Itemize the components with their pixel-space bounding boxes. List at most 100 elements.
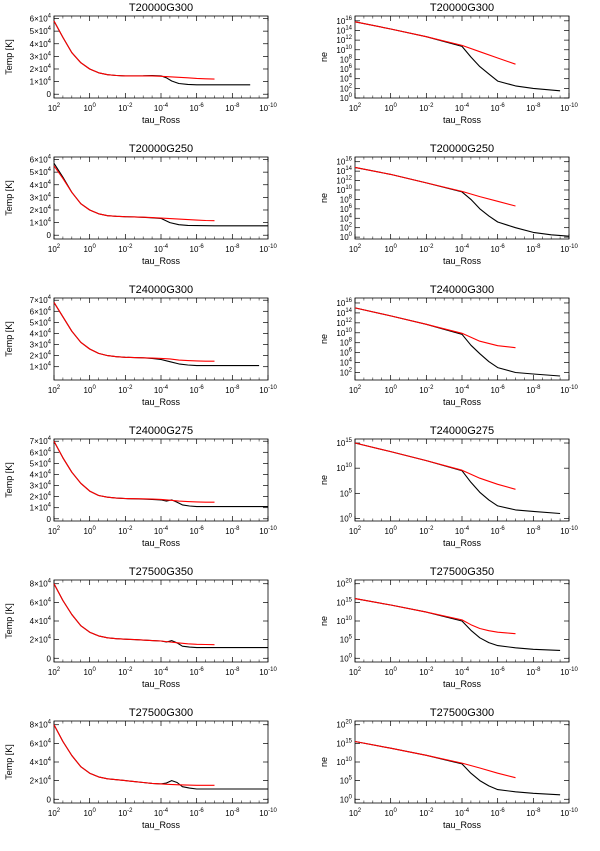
y-tick-label: 105 (340, 776, 353, 786)
y-tick-label: 102 (340, 83, 353, 93)
chart-panel: T27500G350 102 100 10-2 10-4 10-6 10-8 10-10 0 2×… (4, 566, 277, 689)
x-axis-label: tau_Ross (142, 115, 181, 125)
x-tick-label: 102 (48, 808, 61, 818)
plot-frame (354, 720, 570, 804)
chart-panel: T24000G300 102 100 10-2 10-4 10-6 10-8 10-10 102… (319, 284, 578, 407)
y-tick-label: 100 (340, 232, 353, 242)
x-tick-label: 10-4 (154, 385, 169, 395)
x-tick-label: 10-8 (526, 667, 541, 677)
series-line-red (53, 583, 215, 646)
y-tick-label: 3×104 (30, 481, 52, 491)
x-axis-label: tau_Ross (142, 538, 181, 548)
x-tick-label: 10-6 (491, 808, 506, 818)
series-line-black (53, 724, 268, 790)
y-tick-label: 0 (47, 515, 52, 524)
y-tick-label: 0 (47, 795, 52, 804)
x-tick-label: 100 (385, 808, 398, 818)
x-tick-label: 10-8 (225, 103, 240, 113)
series-line-black (354, 21, 561, 92)
x-tick-label: 102 (48, 103, 61, 113)
y-tick-label: 1020 (336, 720, 352, 730)
y-tick-label: 108 (340, 338, 353, 348)
x-tick-label: 10-6 (491, 385, 506, 395)
series-line-black (53, 302, 260, 367)
x-tick-label: 10-8 (225, 385, 240, 395)
x-tick-label: 10-6 (190, 244, 205, 254)
y-axis-label: ne (319, 475, 329, 485)
x-tick-label: 100 (385, 103, 398, 113)
y-tick-label: 1010 (336, 463, 352, 473)
x-tick-label: 10-6 (190, 103, 205, 113)
x-tick-label: 10-2 (118, 103, 133, 113)
x-tick-label: 10-8 (526, 808, 541, 818)
x-tick-label: 10-10 (560, 385, 578, 395)
chart-panel: T20000G250 102 100 10-2 10-4 10-6 10-8 10-10 0 1×… (4, 143, 277, 266)
y-tick-label: 3×104 (30, 51, 52, 61)
x-tick-label: 10-2 (118, 667, 133, 677)
x-tick-label: 10-8 (225, 526, 240, 536)
series-line-black (53, 163, 268, 227)
x-tick-label: 10-8 (526, 526, 541, 536)
y-tick-label: 106 (340, 204, 353, 214)
x-tick-label: 10-8 (225, 808, 240, 818)
y-tick-label: 1015 (336, 738, 352, 748)
y-tick-label: 104 (340, 74, 353, 84)
y-tick-label: 0 (47, 90, 52, 99)
y-tick-label: 100 (340, 653, 353, 663)
x-tick-label: 10-10 (259, 808, 277, 818)
y-tick-label: 6×104 (30, 14, 52, 24)
series-line-red (354, 166, 516, 207)
x-axis-label: tau_Ross (443, 115, 482, 125)
x-tick-label: 10-6 (190, 526, 205, 536)
y-tick-label: 1010 (336, 757, 352, 767)
y-axis-label: Temp [K] (4, 321, 14, 357)
series-line-black (354, 307, 561, 377)
series-line-red (53, 165, 215, 222)
x-tick-label: 10-2 (118, 526, 133, 536)
y-tick-label: 4×104 (30, 39, 52, 49)
y-tick-label: 104 (340, 213, 353, 223)
y-axis-label: Temp [K] (4, 39, 14, 75)
x-tick-label: 10-8 (526, 244, 541, 254)
y-tick-label: 1014 (336, 25, 352, 35)
chart-title: T27500G300 (129, 707, 193, 719)
x-axis-label: tau_Ross (142, 256, 181, 266)
x-tick-label: 10-8 (225, 667, 240, 677)
y-tick-label: 5×104 (30, 458, 52, 468)
chart-panel: T20000G300 102 100 10-2 10-4 10-6 10-8 10-10 0 1×… (4, 2, 277, 125)
chart-title: T27500G350 (430, 566, 494, 578)
x-tick-label: 10-6 (190, 808, 205, 818)
y-tick-label: 3×104 (30, 340, 52, 350)
y-axis-label: Temp [K] (4, 744, 14, 780)
x-tick-label: 100 (385, 526, 398, 536)
series-line-red (354, 21, 516, 65)
series-line-black (354, 740, 561, 796)
y-axis-label: Temp [K] (4, 603, 14, 639)
plot-frame (354, 156, 570, 240)
x-tick-label: 102 (349, 526, 362, 536)
y-tick-label: 2×104 (30, 64, 52, 74)
x-tick-label: 100 (84, 244, 97, 254)
x-tick-label: 10-4 (154, 526, 169, 536)
x-tick-label: 10-10 (560, 244, 578, 254)
x-tick-label: 102 (349, 808, 362, 818)
y-tick-label: 106 (340, 348, 353, 358)
series-line-red (354, 307, 516, 349)
y-tick-label: 102 (340, 368, 353, 378)
x-tick-label: 10-4 (455, 385, 470, 395)
x-tick-label: 10-10 (259, 244, 277, 254)
y-tick-label: 8×104 (30, 579, 52, 589)
y-tick-label: 6×104 (30, 447, 52, 457)
chart-panel: T24000G275 102 100 10-2 10-4 10-6 10-8 10-10 100… (319, 425, 578, 548)
x-axis-label: tau_Ross (443, 256, 482, 266)
y-tick-label: 2×104 (30, 492, 52, 502)
y-axis-label: ne (319, 334, 329, 344)
y-axis-label: ne (319, 757, 329, 767)
y-tick-label: 1014 (336, 308, 352, 318)
x-tick-label: 10-10 (560, 667, 578, 677)
x-tick-label: 10-4 (455, 103, 470, 113)
y-tick-label: 4×104 (30, 328, 52, 338)
x-tick-label: 102 (48, 526, 61, 536)
x-tick-label: 102 (48, 385, 61, 395)
y-tick-label: 100 (340, 794, 353, 804)
